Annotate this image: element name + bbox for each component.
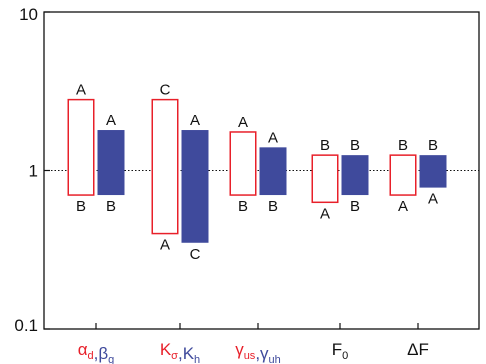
bar-2-1-bottom-label: B — [268, 198, 278, 215]
y-tick-label-1: 1 — [29, 162, 38, 181]
bar-4-red-outline — [389, 154, 417, 196]
bar-0-0-top-label: A — [76, 82, 86, 99]
bar-1-0-top-label: C — [160, 82, 171, 99]
category-label-4: ΔF — [407, 340, 429, 359]
bar-0-1-bottom-label: B — [106, 198, 116, 215]
bar-4-1-top-label: B — [428, 137, 438, 154]
bar-1-red-outline — [151, 98, 179, 235]
bar-1-1-bottom-label: C — [190, 246, 201, 263]
category-label-2: γus,γuh — [235, 340, 281, 364]
bar-3-0-bottom-label: A — [320, 205, 330, 222]
x-axis-categories: αd,βg Kσ,Kh γus,γuh F0 ΔF — [78, 323, 429, 364]
bars: A B A B C A A C A B A B B A B B B A B A — [67, 82, 447, 263]
bar-2-1-top-label: A — [268, 129, 278, 146]
bar-3-1-top-label: B — [350, 137, 360, 154]
bar-2-0-top-label: A — [238, 114, 248, 131]
bar-3-red-outline — [311, 154, 339, 204]
bar-0-blue-filled — [97, 130, 125, 196]
y-tick-label-0: 10 — [19, 5, 38, 24]
bar-1-blue-filled — [181, 130, 209, 243]
bar-1-0-bottom-label: A — [160, 237, 170, 254]
y-axis: 10 1 0.1 — [14, 5, 50, 335]
bar-3-0-top-label: B — [320, 137, 330, 154]
bar-3-1-bottom-label: B — [350, 198, 360, 215]
bar-2-0-bottom-label: B — [238, 198, 248, 215]
bar-2-blue-filled — [259, 147, 287, 196]
bar-0-0-bottom-label: B — [76, 198, 86, 215]
bar-2-red-outline — [229, 131, 257, 196]
bar-0-1-top-label: A — [106, 112, 116, 129]
bar-3-blue-filled — [341, 155, 369, 196]
y-tick-label-2: 0.1 — [14, 316, 38, 335]
category-label-3: F0 — [332, 340, 349, 362]
bar-0-red-outline — [67, 98, 95, 196]
category-label-1: Kσ,Kh — [160, 340, 200, 364]
category-label-0: αd,βg — [78, 340, 115, 364]
bar-4-1-bottom-label: A — [428, 191, 438, 208]
bar-4-blue-filled — [419, 155, 447, 188]
bar-4-0-bottom-label: A — [398, 198, 408, 215]
bar-4-0-top-label: B — [398, 137, 408, 154]
bar-1-1-top-label: A — [190, 112, 200, 129]
